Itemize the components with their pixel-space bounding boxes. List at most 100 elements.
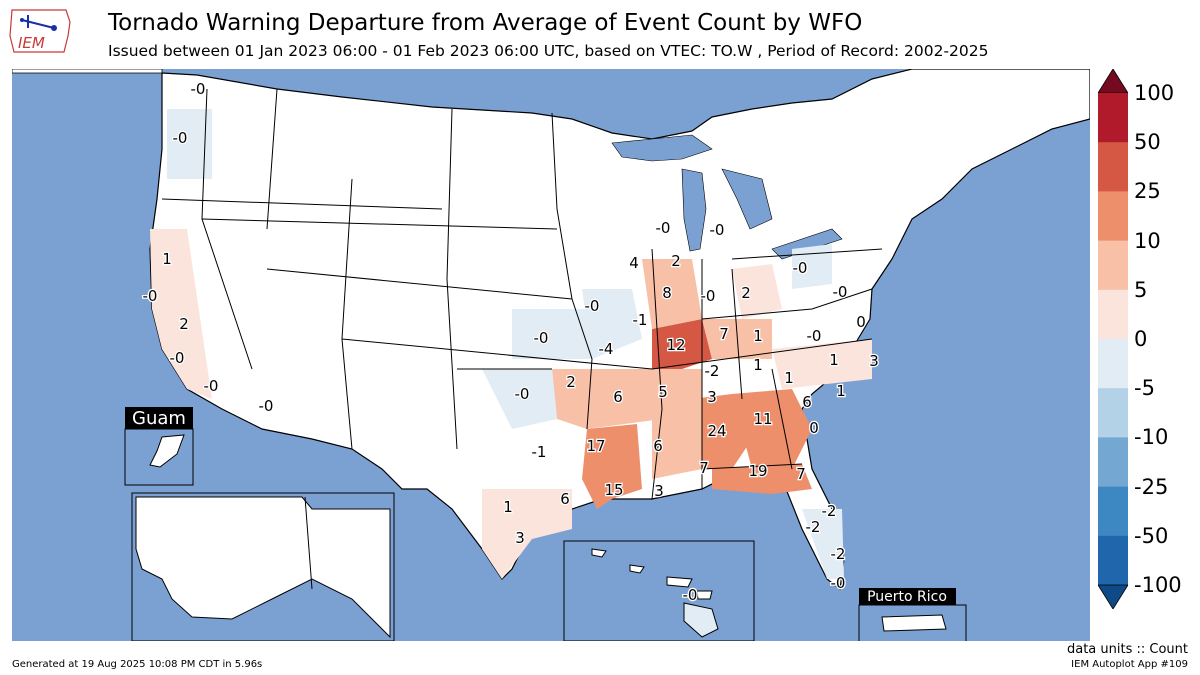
- wfo-shade-ca: [150, 229, 212, 399]
- colorbar-bin: [1098, 388, 1128, 438]
- wfo-value-label: -0: [191, 80, 206, 98]
- colorbar-tick-label: -10: [1134, 425, 1169, 450]
- hawaii-big-island: [683, 602, 719, 638]
- wfo-shade-fl: [712, 464, 812, 494]
- wfo-value-label: -1: [633, 311, 648, 329]
- wfo-value-label: -0: [807, 327, 822, 345]
- wfo-value-label: -0: [656, 219, 671, 237]
- wfo-value-label: -1: [532, 443, 547, 461]
- lake-michigan: [681, 168, 707, 252]
- wfo-value-label: 0: [809, 419, 819, 437]
- hawaii-inset: [563, 540, 755, 642]
- colorbar-tick-label: 5: [1134, 277, 1148, 302]
- colorbar-tick-label: 50: [1134, 130, 1161, 155]
- wfo-value-label: -2: [806, 518, 821, 536]
- colorbar-bin: [1098, 191, 1128, 242]
- wfo-value-label: 5: [658, 383, 668, 401]
- wfo-value-label: 19: [748, 462, 767, 480]
- colorbar-bin: [1098, 437, 1128, 488]
- wfo-value-label: 6: [613, 388, 623, 406]
- wfo-value-label: 7: [719, 325, 729, 343]
- wfo-shade-ga: [732, 389, 812, 469]
- wfo-shade-wa: [167, 109, 212, 179]
- wfo-value-label: 2: [179, 315, 189, 333]
- wfo-shade-ks: [512, 309, 592, 359]
- wfo-value-label: -0: [259, 397, 274, 415]
- wfo-value-label: 4: [629, 254, 639, 272]
- logo-text: IEM: [18, 34, 45, 52]
- wfo-value-label: 24: [707, 422, 726, 440]
- wfo-value-label: 1: [784, 369, 794, 387]
- colorbar-tick-label: 0: [1134, 327, 1148, 351]
- wfo-shade-pa: [792, 244, 832, 289]
- colorbar-bottom-arrow: [1097, 584, 1129, 610]
- guam-label: Guam: [132, 408, 186, 429]
- wfo-value-label: 2: [671, 252, 681, 270]
- colorbar-bin: [1098, 535, 1128, 586]
- wfo-shade-la: [552, 369, 662, 429]
- wfo-value-label: 6: [802, 393, 812, 411]
- puerto-rico-label: Puerto Rico: [867, 589, 947, 605]
- wfo-shade-tx: [482, 489, 572, 579]
- wfo-value-label: -0: [534, 329, 549, 347]
- wfo-value-label: -0: [170, 349, 185, 367]
- colorbar: [1097, 68, 1129, 610]
- wfo-shade-oh: [732, 264, 782, 319]
- colorbar-tick-label: 10: [1134, 228, 1161, 253]
- colorbar-bin: [1098, 289, 1128, 340]
- wfo-value-label: 3: [707, 388, 717, 406]
- state-borders: [161, 88, 883, 500]
- wfo-value-label: 2: [741, 284, 751, 302]
- colorbar-tick-label: -5: [1134, 376, 1155, 401]
- wfo-value-label: 2: [566, 373, 576, 391]
- alaska-landmass: [135, 496, 391, 639]
- wfo-value-label: 1: [162, 250, 172, 268]
- wfo-value-label: -0: [831, 574, 846, 592]
- map-subtitle: Issued between 01 Jan 2023 06:00 - 01 Fe…: [108, 42, 989, 60]
- puerto-rico-island: [881, 614, 947, 632]
- wfo-value-label: 1: [753, 356, 763, 374]
- guam-island: [149, 434, 185, 468]
- colorbar-bin: [1098, 486, 1128, 537]
- wfo-value-label: -0: [833, 283, 848, 301]
- wfo-value-label: 12: [666, 336, 685, 354]
- wfo-value-label: 11: [753, 410, 772, 428]
- wfo-shade-nc: [772, 339, 872, 389]
- app-id: IEM Autoplot App #109: [1071, 659, 1188, 670]
- map-title: Tornado Warning Departure from Average o…: [108, 10, 863, 36]
- canada-landmass: [11, 68, 163, 74]
- colorbar-bin: [1098, 142, 1128, 192]
- wfo-value-labels: -0-01-02-0-0-0-0 -04 28 -0 2-0-0-0-1-0-4 127 1…: [141, 79, 880, 606]
- wfo-value-label: 8: [662, 284, 672, 302]
- wfo-value-label: 1: [829, 351, 839, 369]
- wfo-shade-ms: [652, 369, 702, 479]
- colorbar-tick-label: -50: [1134, 523, 1169, 548]
- colorbar-tick-label: 25: [1134, 179, 1161, 204]
- wfo-shade-ok: [482, 369, 557, 429]
- wfo-value-label: -4: [599, 340, 614, 358]
- wfo-value-label: -2: [705, 362, 720, 380]
- wfo-value-label: 1: [753, 327, 763, 345]
- wfo-value-label: 3: [869, 352, 879, 370]
- wfo-value-label: 7: [699, 459, 709, 477]
- colorbar-top-arrow: [1097, 68, 1129, 94]
- data-units: data units :: Count: [1066, 642, 1188, 657]
- guam-label-bg: [125, 407, 193, 429]
- colorbar-tick-label: -25: [1134, 474, 1169, 499]
- wfo-value-label: 15: [604, 481, 623, 499]
- wfo-value-label: -2: [831, 545, 846, 563]
- puerto-rico-label-bg: [859, 588, 956, 605]
- wfo-shade-in: [642, 259, 702, 329]
- colorbar-bin: [1098, 339, 1128, 389]
- iem-logo: IEM: [8, 6, 74, 58]
- colorbar-bin: [1098, 240, 1128, 291]
- wfo-value-label: -0: [173, 129, 188, 147]
- colorbar-tick-label: 100: [1134, 81, 1175, 105]
- wfo-value-label: 6: [653, 437, 663, 455]
- wfo-value-label: -0: [710, 221, 725, 239]
- wfo-value-label: -0: [143, 287, 158, 305]
- wfo-value-label: -0: [585, 297, 600, 315]
- wfo-value-label: 1: [503, 498, 513, 516]
- wfo-value-label: 6: [560, 490, 570, 508]
- wfo-shade-fl-s: [802, 509, 844, 579]
